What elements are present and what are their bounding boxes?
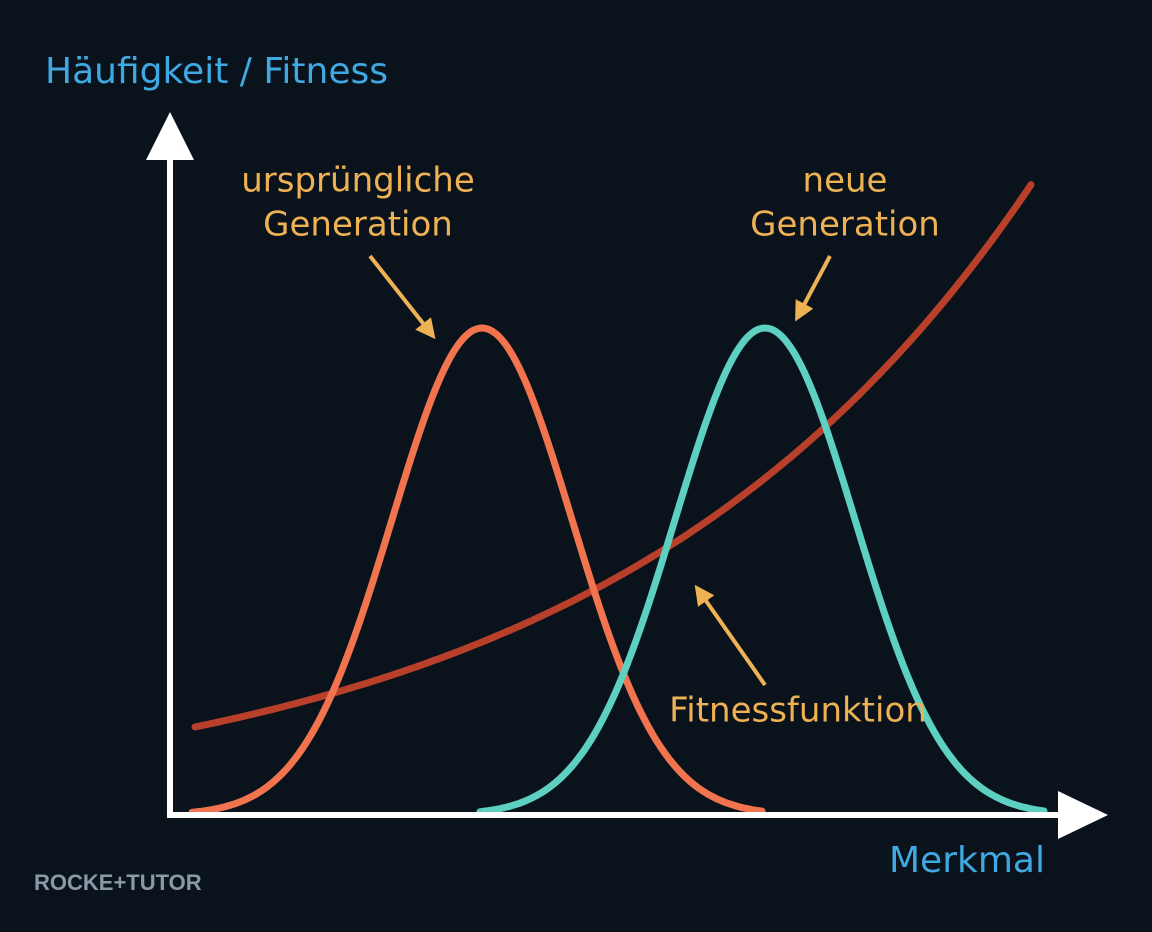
annotation: neue: [803, 161, 888, 201]
annotation-arrow: [694, 584, 767, 687]
y-axis-arrow: [146, 112, 194, 160]
logo: ROCKE+TUTOR: [34, 870, 202, 895]
x-axis-arrow: [1058, 791, 1108, 839]
annotation-arrow: [795, 255, 832, 322]
annotation: Generation: [750, 205, 940, 245]
annotation-arrow: [368, 254, 436, 340]
y-axis-label: Häufigkeit / Fitness: [45, 51, 388, 92]
original-distribution: [188, 324, 766, 816]
new-distribution: [476, 324, 1048, 816]
x-axis-label: Merkmal: [889, 840, 1045, 881]
annotation: ursprüngliche: [241, 161, 475, 201]
annotation: Fitnessfunktion: [669, 691, 927, 731]
annotation: Generation: [263, 205, 453, 245]
